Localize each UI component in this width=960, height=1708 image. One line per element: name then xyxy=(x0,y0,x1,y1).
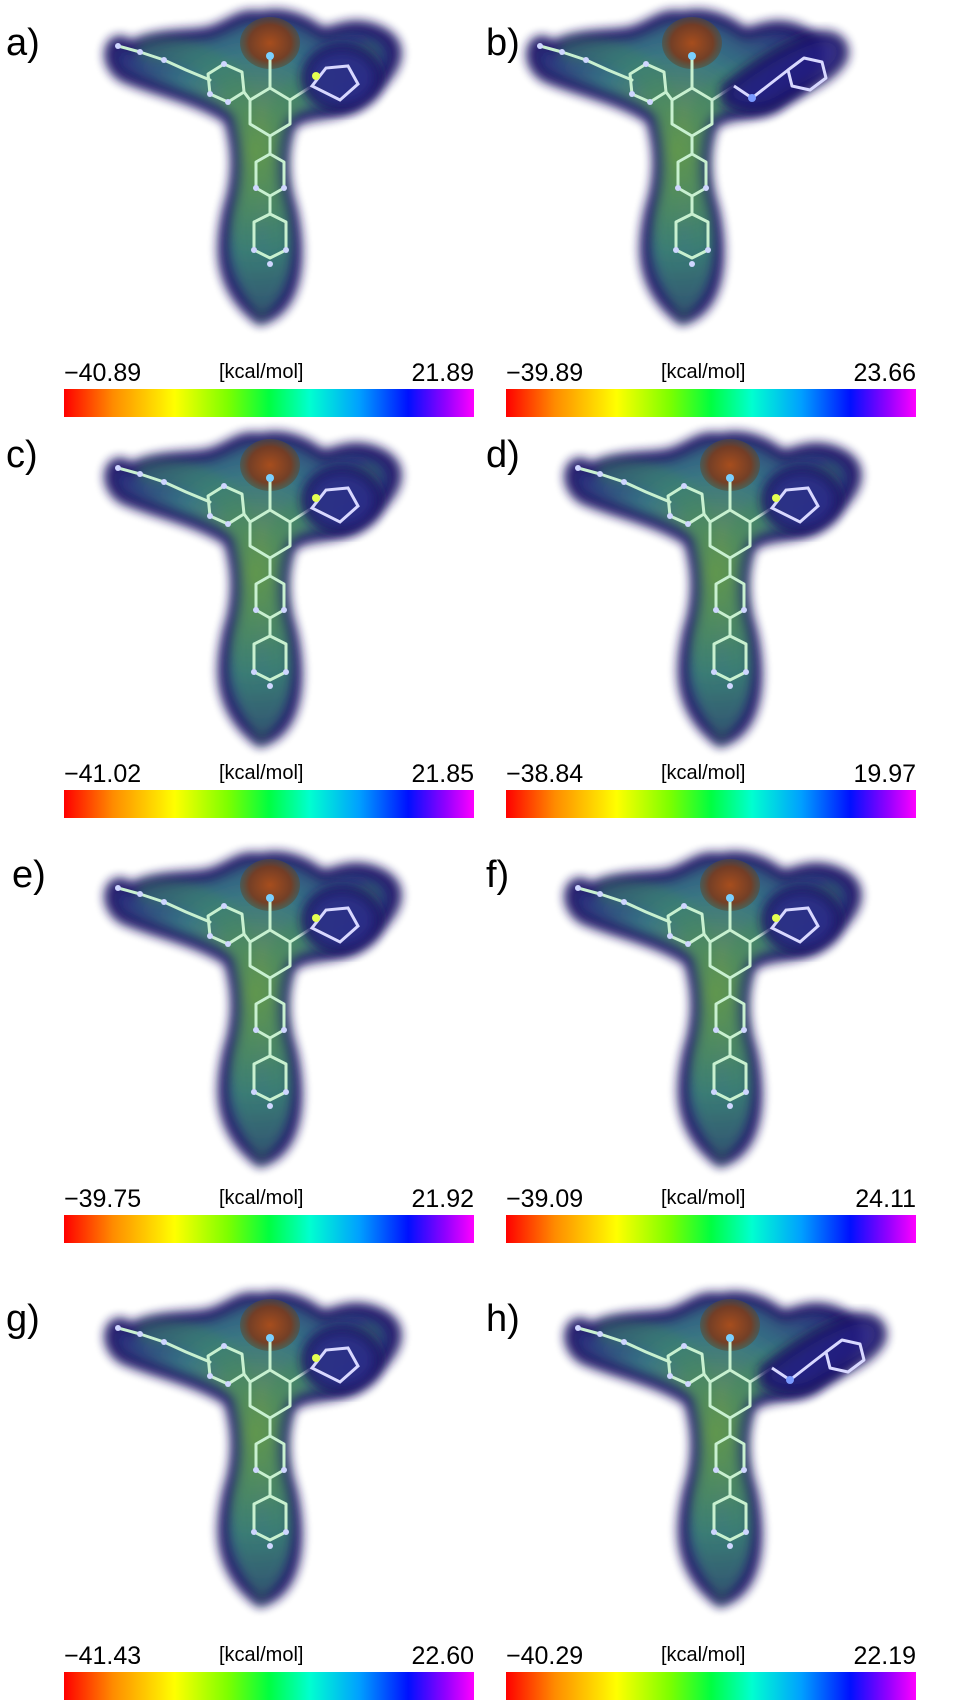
scale-max-value: 22.60 xyxy=(411,1642,474,1670)
esp-molecule-map xyxy=(550,850,890,1170)
panel-label: e) xyxy=(12,854,46,896)
color-scale: −39.89 [kcal/mol] 23.66 xyxy=(506,361,916,425)
scale-unit: [kcal/mol] xyxy=(219,1644,304,1666)
panel-label: f) xyxy=(486,854,510,896)
panel-d: d) −38.84 [kcal/mol] 19.97 xyxy=(480,426,960,852)
color-scale: −40.29 [kcal/mol] 22.19 xyxy=(506,1644,916,1708)
scale-unit: [kcal/mol] xyxy=(661,762,746,784)
scale-unit: [kcal/mol] xyxy=(219,1187,304,1209)
scale-max-value: 24.11 xyxy=(855,1185,916,1213)
esp-molecule-map xyxy=(90,1290,430,1610)
color-scale: −41.02 [kcal/mol] 21.85 xyxy=(64,762,474,826)
esp-molecule-map xyxy=(90,430,430,750)
scale-min-value: −38.84 xyxy=(506,760,584,788)
color-scale: −38.84 [kcal/mol] 19.97 xyxy=(506,762,916,826)
panel-g: g) −41.43 [kcal/mol] 22.60 xyxy=(0,1278,480,1704)
panel-label: d) xyxy=(486,434,520,476)
scale-unit: [kcal/mol] xyxy=(661,1644,746,1666)
scale-max-value: 21.85 xyxy=(411,760,474,788)
panel-label: g) xyxy=(6,1298,40,1340)
scale-unit: [kcal/mol] xyxy=(661,1187,746,1209)
panel-b: b) −39.89 [kcal/mol] 23.66 xyxy=(480,0,960,426)
panel-h: h) −40.29 [kcal/mol] 22.19 xyxy=(480,1278,960,1704)
panel-label: c) xyxy=(6,434,38,476)
scale-min-value: −41.02 xyxy=(64,760,142,788)
esp-molecule-map xyxy=(550,1290,890,1610)
scale-min-value: −40.89 xyxy=(64,359,142,387)
color-scale: −41.43 [kcal/mol] 22.60 xyxy=(64,1644,474,1708)
panel-label: a) xyxy=(6,22,40,64)
color-gradient-bar xyxy=(64,1672,474,1700)
scale-max-value: 21.92 xyxy=(411,1185,474,1213)
color-scale: −39.75 [kcal/mol] 21.92 xyxy=(64,1187,474,1251)
esp-molecule-map xyxy=(90,850,430,1170)
color-gradient-bar xyxy=(506,1215,916,1243)
scale-max-value: 23.66 xyxy=(853,359,916,387)
scale-unit: [kcal/mol] xyxy=(661,361,746,383)
panel-a: a) −40.89 [kcal/mol] 21.89 xyxy=(0,0,480,426)
scale-min-value: −39.75 xyxy=(64,1185,142,1213)
color-scale: −40.89 [kcal/mol] 21.89 xyxy=(64,361,474,425)
scale-unit: [kcal/mol] xyxy=(219,762,304,784)
scale-max-value: 22.19 xyxy=(853,1642,916,1670)
color-gradient-bar xyxy=(64,790,474,818)
scale-min-value: −41.43 xyxy=(64,1642,142,1670)
scale-min-value: −39.09 xyxy=(506,1185,584,1213)
color-gradient-bar xyxy=(506,790,916,818)
esp-molecule-map xyxy=(90,8,430,328)
scale-min-value: −40.29 xyxy=(506,1642,584,1670)
color-gradient-bar xyxy=(506,1672,916,1700)
esp-molecule-map xyxy=(512,8,852,328)
panel-e: e) −39.75 [kcal/mol] 21.92 xyxy=(0,852,480,1278)
scale-max-value: 19.97 xyxy=(853,760,916,788)
panel-c: c) −41.02 [kcal/mol] 21.85 xyxy=(0,426,480,852)
color-gradient-bar xyxy=(64,1215,474,1243)
scale-unit: [kcal/mol] xyxy=(219,361,304,383)
panel-label: b) xyxy=(486,22,520,64)
color-gradient-bar xyxy=(64,389,474,417)
panel-f: f) −39.09 [kcal/mol] 24.11 xyxy=(480,852,960,1278)
panel-label: h) xyxy=(486,1298,520,1340)
esp-molecule-map xyxy=(550,430,890,750)
color-scale: −39.09 [kcal/mol] 24.11 xyxy=(506,1187,916,1251)
scale-max-value: 21.89 xyxy=(411,359,474,387)
scale-min-value: −39.89 xyxy=(506,359,584,387)
color-gradient-bar xyxy=(506,389,916,417)
